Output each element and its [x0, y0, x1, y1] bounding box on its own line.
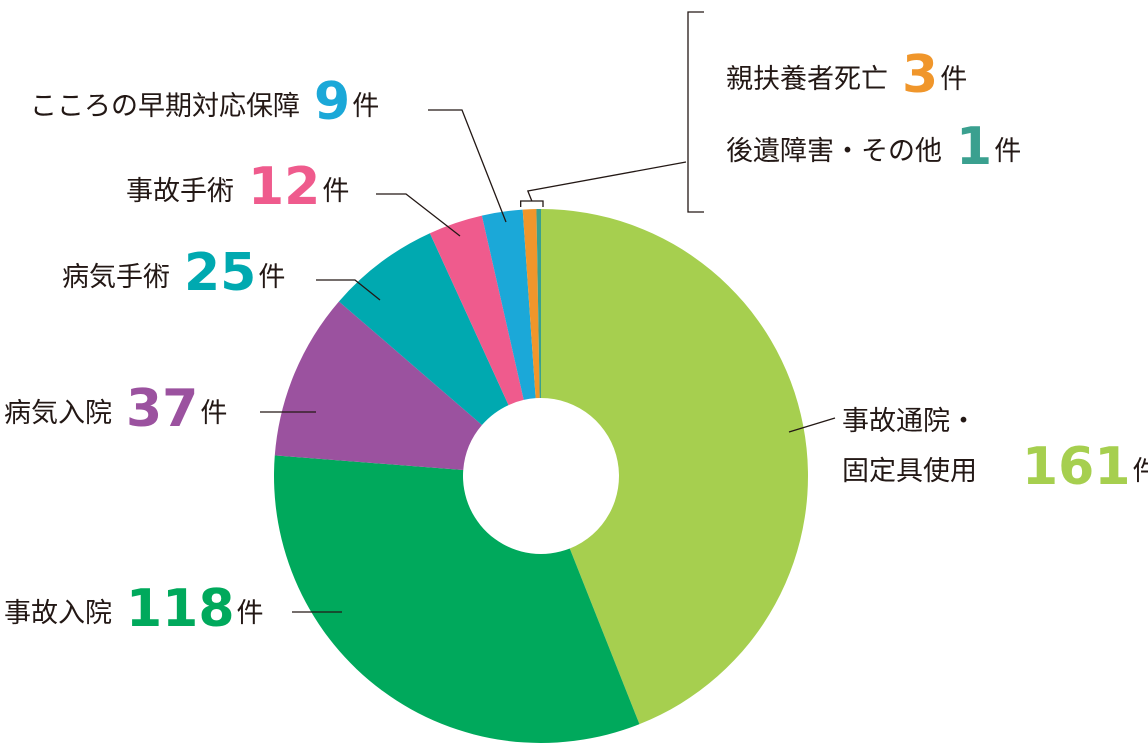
slice-7-label: 親扶養者死亡: [726, 64, 888, 95]
slice-6-label: こころの早期対応保障: [30, 91, 300, 122]
slice-3-label: 病気入院: [4, 398, 112, 429]
slice-1-label-line2: 固定具使用: [842, 456, 977, 487]
slice-1-leader: [788, 417, 836, 433]
slice-5-wedge: [429, 215, 524, 406]
slice-8-unit: 件: [994, 136, 1021, 167]
slice-2-label: 事故入院: [4, 598, 112, 629]
slice-7-wedge: [522, 209, 540, 399]
slice-1-value: 161: [1022, 437, 1131, 497]
slice-4-wedge: [338, 233, 509, 426]
slice-8-wedge: [536, 209, 541, 399]
slice-4-label: 病気手術: [62, 262, 170, 293]
small-slices-bracket: [520, 200, 544, 207]
slice-1-label: 事故通院・: [842, 406, 977, 437]
slice-2-unit: 件: [237, 598, 264, 629]
leader-lines: [260, 11, 836, 613]
slice-7-unit: 件: [940, 64, 967, 95]
slice-4-value: 25: [184, 243, 256, 303]
donut-slices: [274, 209, 808, 743]
slice-2-value: 118: [126, 579, 235, 639]
slice-5-leader: [376, 193, 461, 237]
slice-7-value: 3: [902, 45, 938, 105]
slice-1-unit: 件: [1133, 456, 1148, 487]
slice-8-value: 1: [956, 117, 992, 177]
slice-3-unit: 件: [200, 398, 227, 429]
slice-6-wedge: [481, 209, 536, 400]
slice-1-wedge: [541, 209, 808, 725]
slice-5-unit: 件: [322, 176, 349, 207]
slice-3-value: 37: [126, 379, 198, 439]
slice-6-value: 9: [314, 72, 350, 132]
slice-3-wedge: [274, 301, 482, 470]
slice-2-wedge: [274, 455, 640, 743]
callout-box-bracket: [687, 11, 704, 213]
slice-4-unit: 件: [258, 262, 285, 293]
slice-5-value: 12: [248, 157, 320, 217]
slice-4-leader: [316, 279, 381, 301]
small-slices-connector: [526, 161, 687, 202]
slice-6-unit: 件: [352, 91, 379, 122]
slice-8-label: 後遺障害・その他: [726, 136, 942, 167]
slice-5-label: 事故手術: [126, 176, 234, 207]
slice-6-leader: [428, 109, 507, 223]
